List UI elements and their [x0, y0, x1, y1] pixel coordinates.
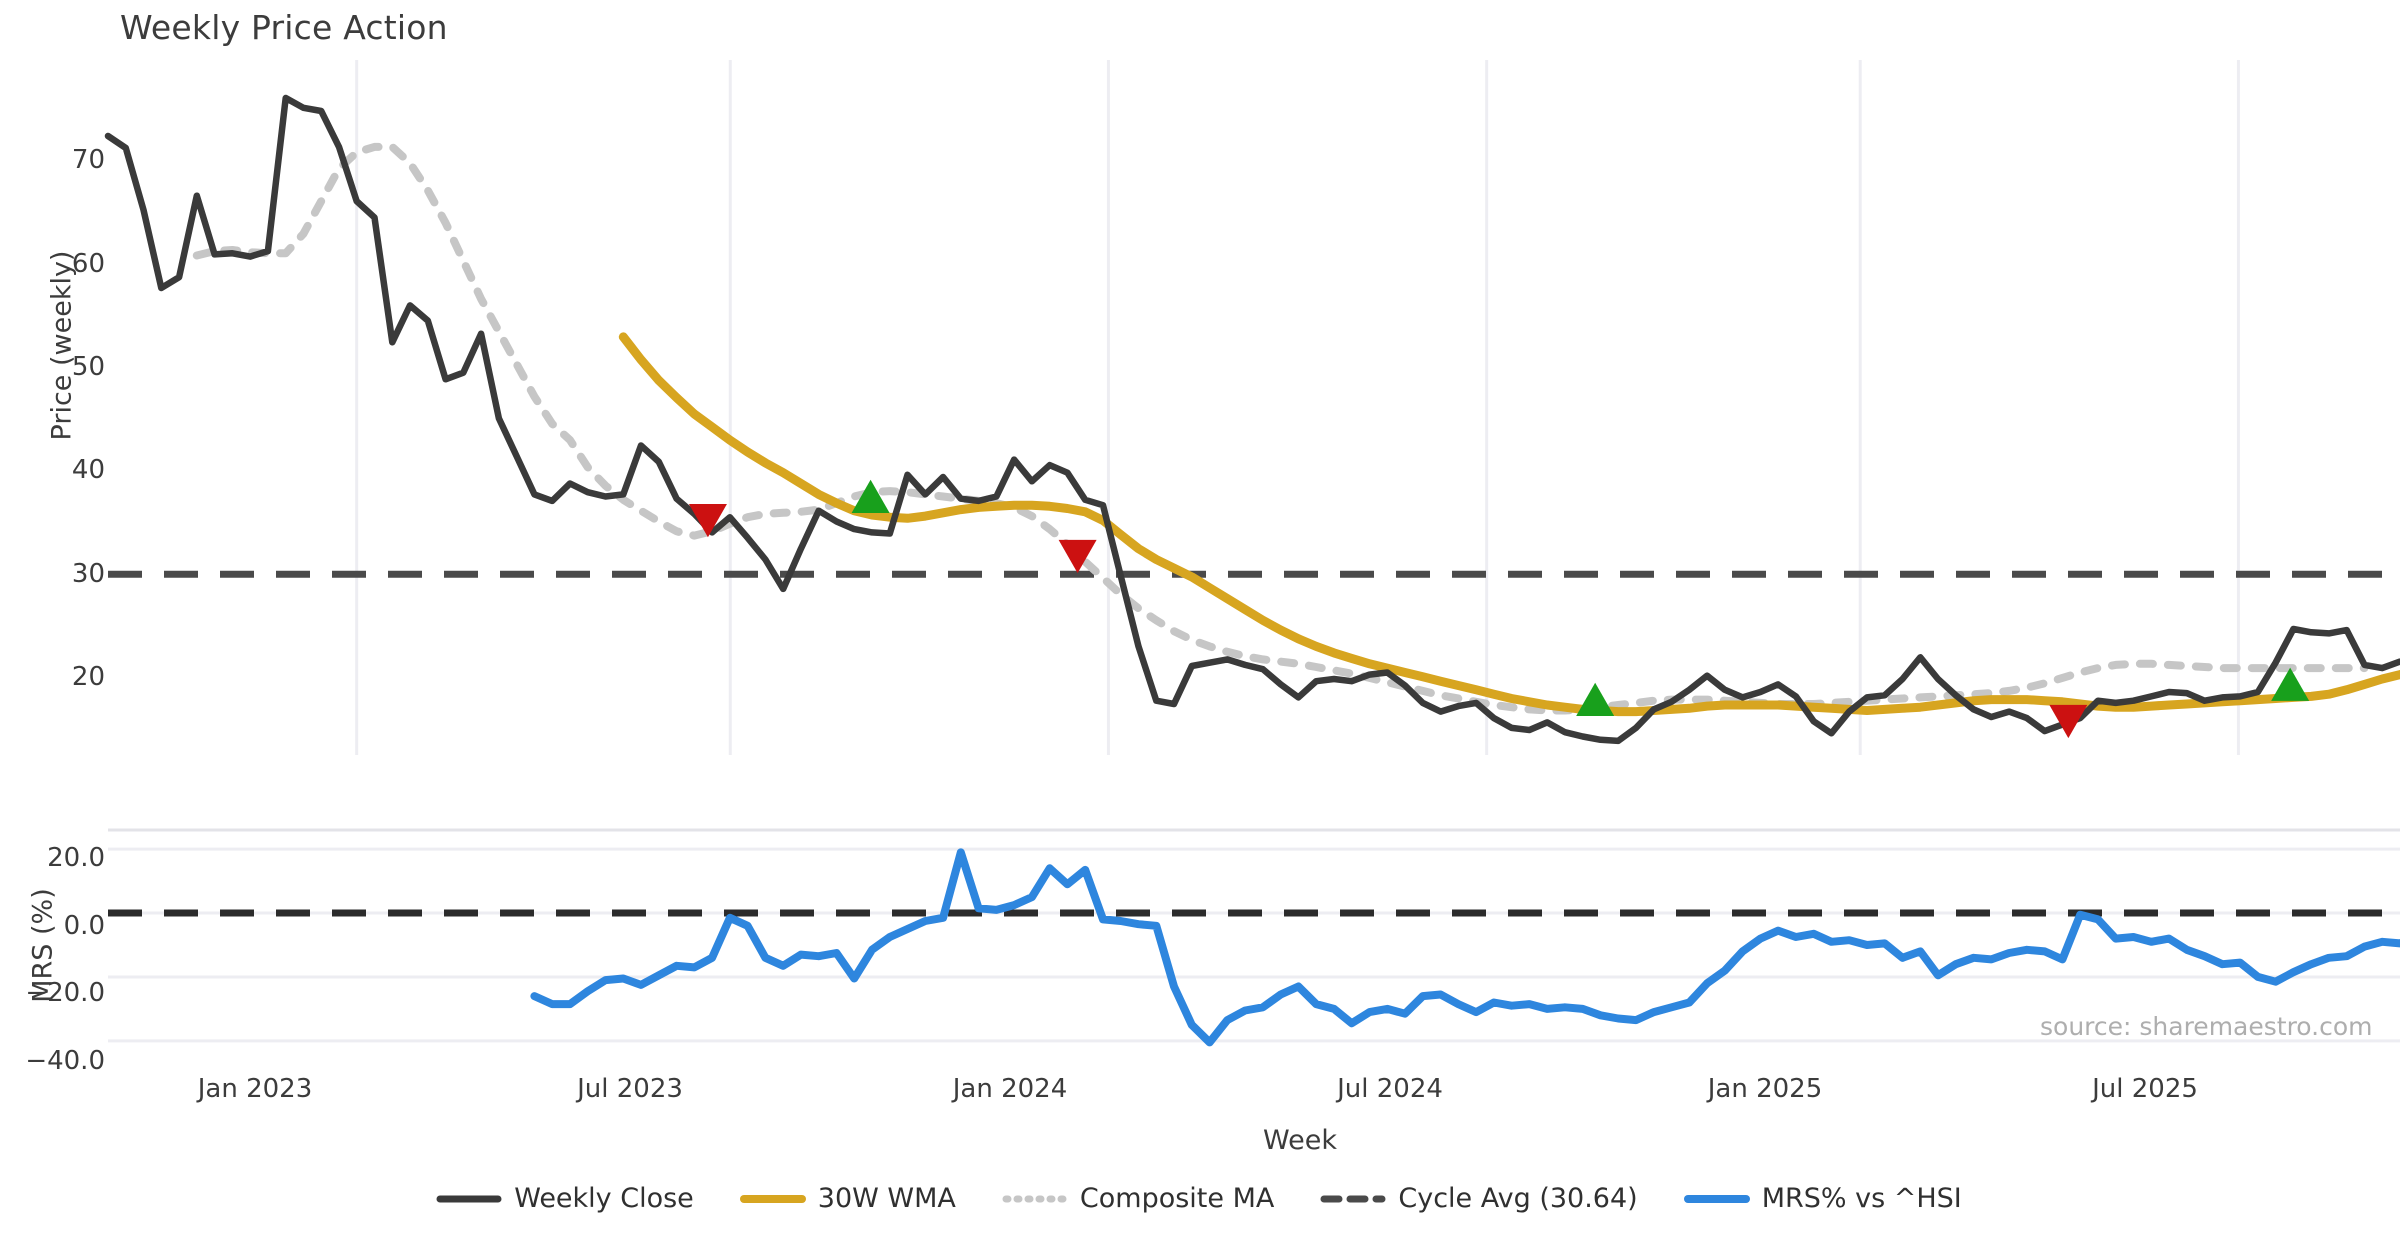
y-tick-price-3: 40	[71, 455, 105, 485]
legend-label-cycle-avg: Cycle Avg (30.64)	[1398, 1183, 1638, 1214]
x-tick-4: Jan 2025	[1707, 1074, 1823, 1104]
weekly-close-line	[104, 94, 2400, 745]
legend-item-composite-ma[interactable]: Composite MA	[1002, 1183, 1275, 1214]
legend-swatch-cycle-avg	[1320, 1189, 1386, 1209]
source-watermark: source: sharemaestro.com	[2040, 1012, 2373, 1041]
legend-item-weekly-close[interactable]: Weekly Close	[436, 1183, 694, 1214]
buy-signal-marker	[1576, 682, 1615, 717]
y-tick-mrs-1: 0.0	[63, 911, 105, 941]
x-axis-label: Week	[1263, 1125, 1337, 1156]
signal-markers-group	[688, 479, 2310, 739]
buy-signal-marker	[2271, 667, 2310, 701]
y-tick-mrs-2: −20.0	[25, 978, 105, 1008]
legend-item-wma[interactable]: 30W WMA	[739, 1183, 956, 1214]
price-series-group	[104, 94, 2400, 745]
buy-signal-marker	[851, 479, 890, 513]
y-tick-price-4: 30	[71, 559, 105, 589]
sell-signal-marker	[2049, 704, 2088, 739]
page-title: Weekly Price Action	[120, 8, 448, 47]
sell-signal-marker	[688, 504, 727, 538]
legend-swatch-mrs	[1683, 1189, 1750, 1209]
x-tick-0: Jan 2023	[197, 1074, 313, 1104]
wma-line	[618, 332, 2400, 717]
chart-legend: Weekly Close 30W WMA Composite MA Cycle …	[0, 1183, 2400, 1214]
legend-item-mrs[interactable]: MRS% vs ^HSI	[1683, 1183, 1962, 1214]
y-tick-mrs-0: 20.0	[47, 843, 105, 873]
x-tick-5: Jul 2025	[2092, 1074, 2198, 1104]
y-tick-mrs-3: −40.0	[25, 1046, 105, 1076]
legend-item-cycle-avg[interactable]: Cycle Avg (30.64)	[1320, 1183, 1638, 1214]
x-tick-1: Jul 2023	[577, 1074, 683, 1104]
legend-swatch-wma	[739, 1189, 806, 1209]
y-tick-price-5: 20	[71, 662, 105, 692]
y-tick-price-1: 60	[71, 249, 105, 279]
mrs-series-group	[108, 848, 2400, 1047]
y-tick-price-0: 70	[71, 145, 105, 175]
x-tick-3: Jul 2024	[1337, 1074, 1443, 1104]
legend-swatch-weekly-close	[436, 1189, 502, 1209]
price-gridlines	[355, 60, 2240, 755]
legend-swatch-composite-ma	[1002, 1189, 1068, 1209]
x-tick-2: Jan 2024	[952, 1074, 1068, 1104]
composite-ma-line	[192, 142, 2369, 715]
y-tick-price-2: 50	[71, 352, 105, 382]
legend-label-wma: 30W WMA	[817, 1183, 956, 1214]
sell-signal-marker	[1058, 539, 1097, 574]
legend-label-weekly-close: Weekly Close	[514, 1183, 694, 1214]
legend-label-composite-ma: Composite MA	[1079, 1183, 1275, 1214]
legend-label-mrs: MRS% vs ^HSI	[1761, 1183, 1962, 1214]
mrs-line	[530, 848, 2400, 1047]
